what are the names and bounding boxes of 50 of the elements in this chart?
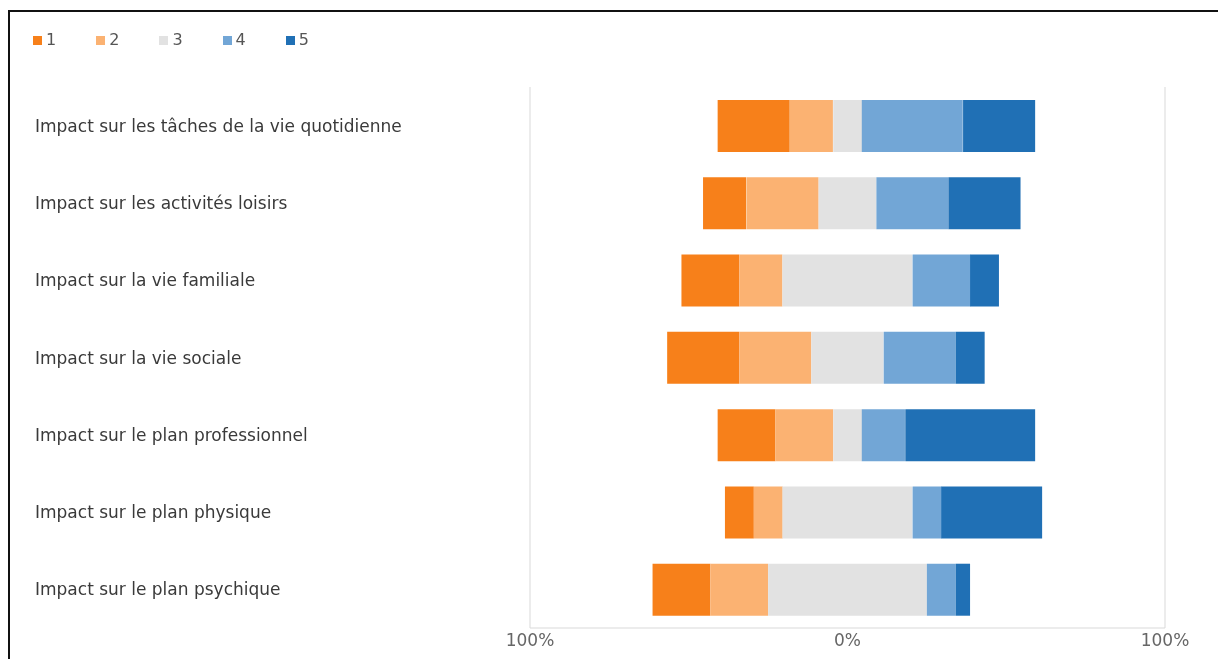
- bar: [768, 563, 927, 616]
- bar: [970, 254, 999, 307]
- bar: [703, 177, 747, 230]
- bar: [782, 486, 913, 539]
- bar: [789, 100, 833, 152]
- y-tick-label: Impact sur le plan physique: [35, 502, 272, 523]
- bar: [912, 486, 942, 539]
- bar: [746, 177, 819, 230]
- legend-label: 3: [172, 30, 183, 49]
- bar: [955, 331, 985, 384]
- bar: [739, 254, 783, 307]
- legend-label: 2: [109, 30, 120, 49]
- bar: [667, 331, 740, 384]
- bar: [717, 100, 790, 152]
- bar: [876, 177, 949, 230]
- y-tick-label: Impact sur la vie familiale: [35, 270, 256, 291]
- bar: [861, 100, 963, 152]
- bar: [948, 177, 1021, 230]
- x-tick-label: 100%: [505, 630, 555, 651]
- legend-label: 5: [298, 30, 309, 49]
- legend-label: 1: [46, 30, 57, 49]
- x-tick-label: 100%: [1140, 630, 1190, 651]
- bar: [941, 486, 1043, 539]
- bar: [963, 100, 1036, 152]
- bar: [681, 254, 740, 307]
- bar: [652, 563, 711, 616]
- bar: [861, 409, 905, 462]
- bar: [905, 409, 1036, 462]
- legend-label: 4: [235, 30, 246, 49]
- bar: [833, 100, 863, 152]
- bar: [775, 409, 834, 462]
- bar: [833, 409, 863, 462]
- bar: [739, 331, 812, 384]
- y-tick-label: Impact sur les tâches de la vie quotidienne: [35, 115, 402, 136]
- bar: [710, 563, 769, 616]
- bar: [753, 486, 783, 539]
- y-tick-label: Impact sur la vie sociale: [35, 347, 242, 368]
- y-tick-label: Impact sur le plan professionnel: [35, 424, 308, 445]
- bar: [811, 331, 884, 384]
- bar: [724, 486, 754, 539]
- bar: [926, 563, 956, 616]
- y-tick-label: Impact sur le plan psychique: [35, 579, 281, 600]
- bar: [717, 409, 776, 462]
- bar: [782, 254, 913, 307]
- y-tick-label: Impact sur les activités loisirs: [35, 192, 288, 213]
- bar: [912, 254, 971, 307]
- bar: [955, 563, 971, 616]
- bar: [883, 331, 956, 384]
- x-tick-label: 0%: [834, 630, 861, 651]
- bar: [818, 177, 877, 230]
